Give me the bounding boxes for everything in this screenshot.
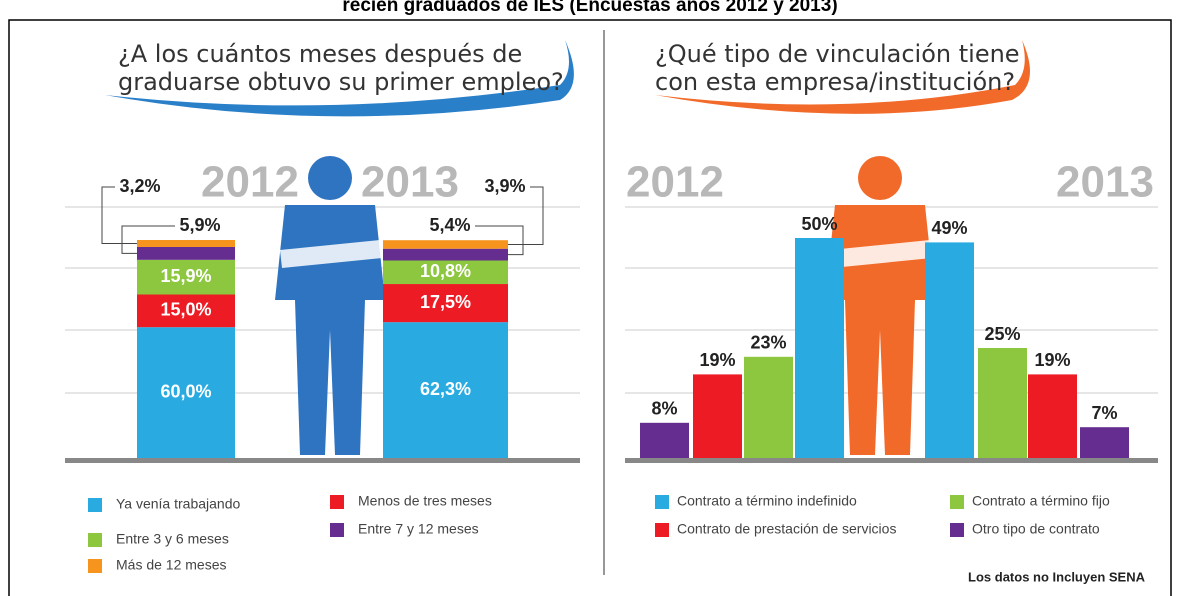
year-label: 2013: [361, 158, 459, 207]
value-label: 5,4%: [429, 215, 470, 235]
bar-segment: [383, 260, 508, 285]
legend-swatch: [950, 523, 964, 537]
legend-swatch: [950, 495, 964, 509]
legend-swatch: [88, 533, 102, 547]
year-label: 2013: [1056, 158, 1154, 207]
legend-swatch: [655, 523, 669, 537]
year-label: 2012: [201, 158, 299, 207]
legend-label: Otro tipo de contrato: [972, 521, 1100, 537]
legend-label: Contrato de prestación de servicios: [677, 521, 896, 537]
figure: [830, 240, 932, 268]
legend-swatch: [88, 498, 102, 512]
value-label: 17,5%: [420, 292, 471, 312]
chart-title: ¿A los cuántos meses después de graduars…: [118, 40, 564, 96]
legend-swatch: [330, 495, 344, 509]
bar-segment: [137, 259, 235, 295]
value-label: 60,0%: [160, 381, 211, 401]
year-label: 2012: [626, 158, 724, 207]
bar-segment: [383, 284, 508, 323]
legend-label: Contrato a término fijo: [972, 493, 1110, 509]
figure: [825, 205, 935, 455]
legend-label: Ya venía trabajando: [116, 496, 240, 512]
value-label: 5,9%: [179, 215, 220, 235]
bar: [795, 238, 844, 458]
legend-swatch: [330, 523, 344, 537]
value-label: 15,9%: [160, 266, 211, 286]
bar: [640, 422, 689, 458]
value-label: 7%: [1091, 403, 1117, 423]
value-label: 62,3%: [420, 379, 471, 399]
callout: [475, 225, 524, 256]
note: Los datos no Incluyen SENA: [968, 569, 1146, 584]
figure: [275, 205, 385, 455]
bar-segment: [137, 327, 235, 458]
page-title: recién graduados de IES (Encuestas años …: [342, 0, 837, 16]
legend-label: Más de 12 meses: [116, 557, 227, 573]
baseline: [625, 458, 1158, 463]
legend-swatch: [655, 495, 669, 509]
bar: [1028, 374, 1077, 458]
bar-segment: [137, 240, 235, 247]
value-label: 19%: [699, 350, 735, 370]
value-label: 49%: [931, 218, 967, 238]
frame: [8, 19, 1172, 596]
bar-segment: [383, 322, 508, 458]
bar-segment: [383, 240, 508, 249]
legend-label: Menos de tres meses: [358, 493, 492, 509]
bar-segment: [137, 294, 235, 328]
value-label: 10,8%: [420, 261, 471, 281]
bar: [925, 242, 974, 458]
baseline: [65, 458, 580, 463]
figure: [280, 240, 382, 268]
legend-swatch: [88, 559, 102, 573]
value-label: 25%: [984, 324, 1020, 344]
legend-label: Entre 3 y 6 meses: [116, 531, 229, 547]
bar: [1080, 427, 1129, 458]
value-label: 50%: [801, 214, 837, 234]
callout: [121, 225, 175, 254]
figure: [858, 156, 902, 200]
value-label: 19%: [1034, 350, 1070, 370]
value-label: 15,0%: [160, 300, 211, 320]
value-label: 8%: [651, 399, 677, 419]
value-label: 3,9%: [484, 176, 525, 196]
value-label: 3,2%: [119, 176, 160, 196]
bar-segment: [137, 246, 235, 260]
bar: [693, 374, 742, 458]
value-label: 23%: [750, 333, 786, 353]
legend-label: Contrato a término indefinido: [677, 493, 857, 509]
callout: [508, 186, 544, 245]
bar: [978, 348, 1027, 458]
bar-segment: [383, 248, 508, 261]
figure: [308, 156, 352, 200]
callout: [101, 186, 137, 244]
bar: [744, 356, 793, 458]
chart-title: ¿Qué tipo de vinculación tiene con esta …: [655, 40, 1020, 96]
legend-label: Entre 7 y 12 meses: [358, 521, 479, 537]
